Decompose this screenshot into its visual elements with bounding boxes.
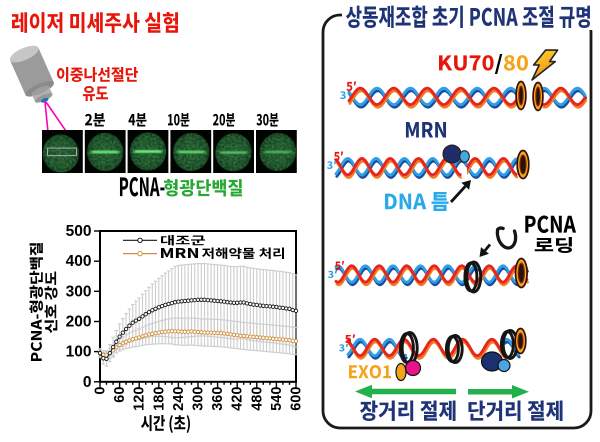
svg-text:540: 540 bbox=[269, 387, 285, 411]
svg-text:500: 500 bbox=[66, 223, 92, 240]
svg-text:300: 300 bbox=[191, 387, 207, 411]
svg-text:60: 60 bbox=[112, 387, 128, 403]
svg-text:360: 360 bbox=[210, 387, 226, 411]
svg-text:100: 100 bbox=[66, 344, 92, 361]
svg-text:240: 240 bbox=[171, 387, 187, 411]
svg-text:0: 0 bbox=[93, 387, 109, 395]
svg-text:180: 180 bbox=[151, 387, 167, 411]
svg-text:600: 600 bbox=[289, 387, 305, 411]
svg-text:480: 480 bbox=[249, 387, 265, 411]
svg-text:120: 120 bbox=[132, 387, 148, 411]
svg-text:420: 420 bbox=[230, 387, 246, 411]
svg-text:300: 300 bbox=[66, 283, 92, 300]
svg-text:400: 400 bbox=[66, 253, 92, 270]
svg-text:0: 0 bbox=[83, 374, 92, 391]
svg-text:200: 200 bbox=[66, 314, 92, 331]
